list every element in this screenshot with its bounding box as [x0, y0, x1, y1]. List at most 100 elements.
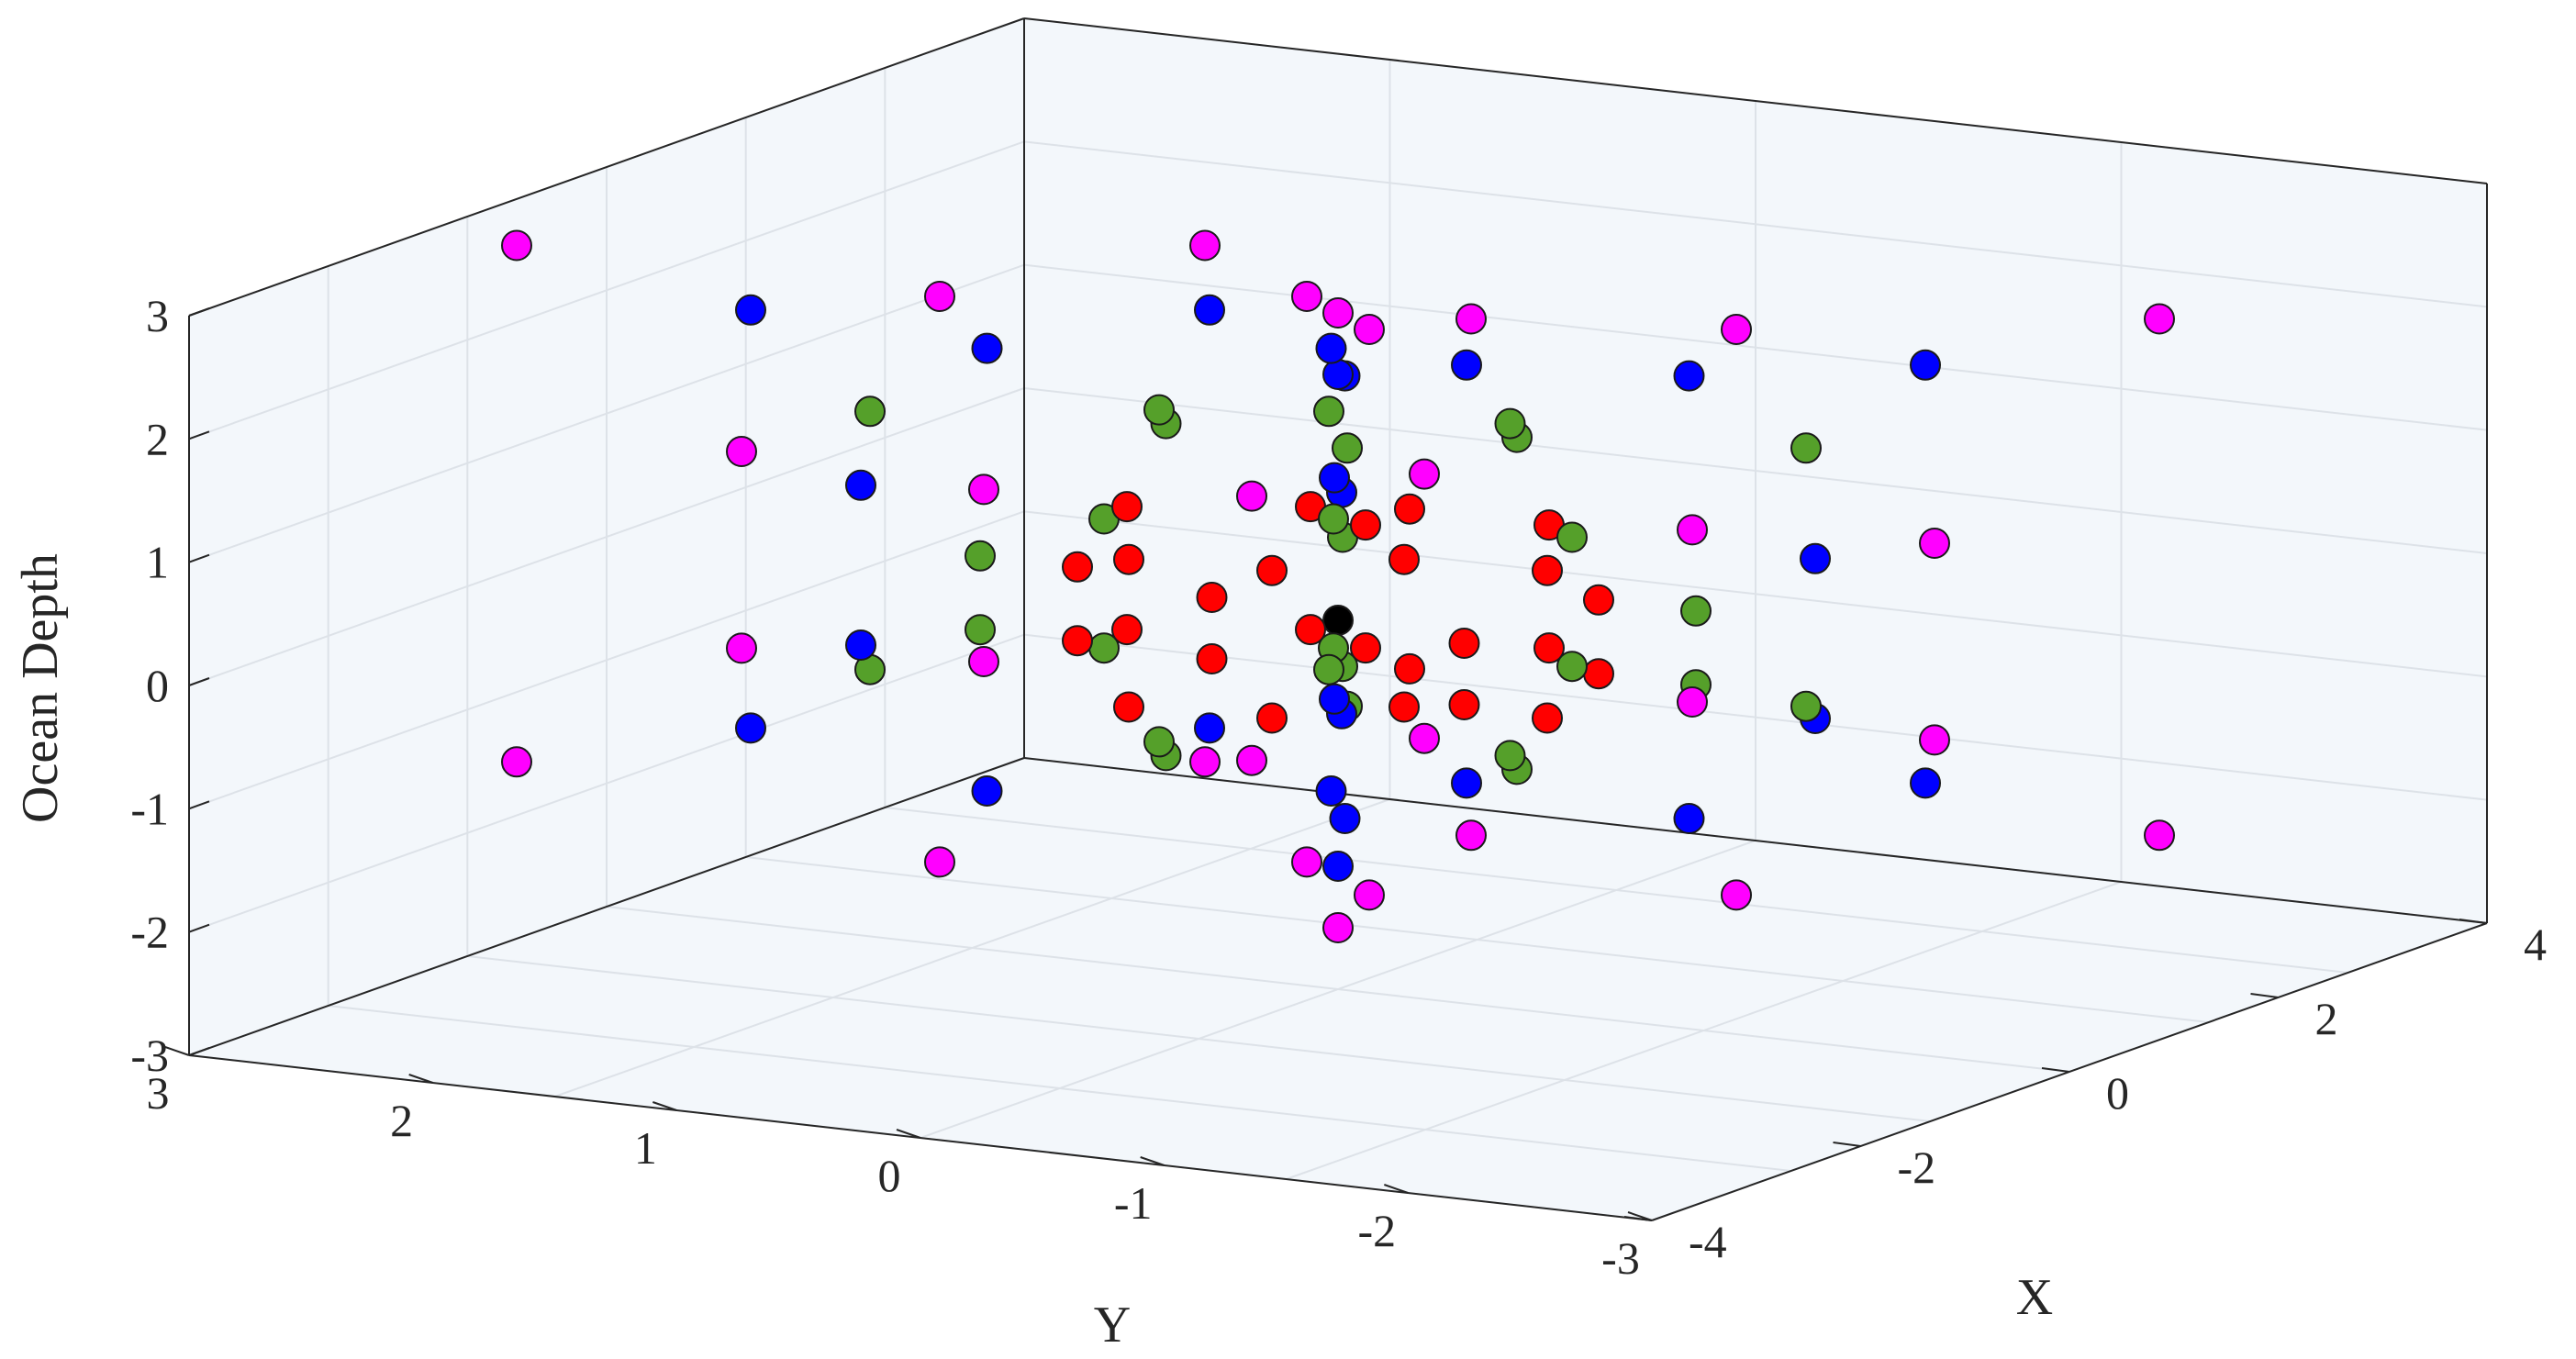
x-tick-mark	[1623, 1216, 1653, 1221]
scatter-point	[968, 646, 999, 677]
x-tick-mark	[2041, 1067, 2070, 1073]
scatter-point	[1409, 458, 1440, 490]
scatter-point	[1721, 314, 1752, 345]
scatter-point	[1910, 767, 1941, 799]
grid-line-z-back	[1023, 263, 2488, 431]
scatter-point	[1236, 744, 1267, 776]
z-tick-label: -3	[130, 1030, 169, 1081]
scatter-point	[1919, 528, 1950, 559]
scatter-point	[2144, 303, 2175, 335]
scatter-point	[735, 294, 766, 326]
grid-line-y-floor	[328, 1005, 1791, 1172]
z-tick-label: -2	[130, 907, 169, 958]
scatter-point	[1790, 690, 1822, 722]
scatter-point	[1319, 462, 1350, 494]
x-axis-title: X	[2016, 1269, 2053, 1326]
scatter-point	[1318, 503, 1349, 535]
scatter-point	[501, 746, 532, 778]
scatter-point	[1394, 493, 1425, 525]
x-tick-label: -4	[1689, 1216, 1727, 1267]
scatter-point	[1113, 543, 1144, 575]
scatter-point	[1322, 912, 1354, 943]
scatter-point	[1354, 314, 1385, 345]
z-tick-label: -1	[130, 783, 169, 834]
scatter-point	[1455, 819, 1487, 852]
scatter-point	[1455, 303, 1487, 335]
scatter-point	[1354, 879, 1385, 911]
scatter-point	[1677, 686, 1708, 718]
scatter-point	[1189, 229, 1221, 262]
frame-back-top	[1023, 17, 2488, 184]
scatter-point	[726, 436, 757, 467]
y-tick-mark	[408, 1074, 433, 1084]
x-tick-label: 2	[2315, 993, 2338, 1044]
y-tick-label: -1	[1114, 1177, 1153, 1229]
grid-line-z-side	[188, 387, 1025, 686]
y-tick-label: -3	[1601, 1232, 1640, 1284]
z-tick-mark	[188, 430, 210, 440]
frame-floor-side	[188, 757, 1025, 1056]
scatter-point	[1350, 632, 1381, 664]
scatter-point	[1451, 349, 1482, 381]
y-tick-label: 2	[390, 1095, 413, 1146]
grid-line-z-side	[188, 510, 1025, 810]
grid-line-z-back	[1023, 510, 2488, 678]
scatter-point	[1062, 551, 1093, 583]
scatter-point	[1409, 722, 1440, 754]
data-points	[501, 229, 2175, 943]
scatter-point	[1388, 691, 1420, 723]
scatter-point	[968, 473, 999, 506]
y-tick-label: 3	[147, 1067, 170, 1119]
scatter-point	[854, 395, 886, 428]
scatter-point	[1533, 632, 1565, 664]
axis-labels: Ocean Depth Y X	[12, 553, 2053, 1353]
scatter-point	[1143, 394, 1175, 426]
scatter-point	[1680, 595, 1712, 627]
scatter-point	[1494, 740, 1526, 772]
scatter-point	[1256, 554, 1288, 586]
y-axis-title: Y	[1094, 1297, 1131, 1353]
scatter-point	[1677, 514, 1708, 546]
scatter-point	[1291, 846, 1322, 878]
y-tick-label: 0	[878, 1150, 901, 1201]
scatter-point	[1532, 702, 1563, 734]
y-tick-label: -2	[1358, 1205, 1397, 1256]
z-tick-mark	[188, 307, 210, 317]
z-tick-label: 2	[146, 413, 169, 464]
y-tick-mark	[896, 1129, 921, 1139]
scatter-point	[1448, 628, 1480, 659]
grid-line-y-floor	[745, 856, 2209, 1023]
scatter-point	[1319, 683, 1350, 715]
frame-side-top	[188, 17, 1025, 317]
scatter-point	[1315, 775, 1347, 807]
scatter-point	[1394, 652, 1425, 685]
scatter-point	[1322, 605, 1354, 636]
scatter-point	[1295, 614, 1326, 646]
x-tick-label: -2	[1898, 1142, 1936, 1193]
scatter-point	[1196, 582, 1228, 613]
frame-floor-back	[1023, 757, 2488, 924]
scatter-point	[965, 614, 996, 646]
scatter-point	[1062, 625, 1093, 657]
scatter-point	[1673, 803, 1705, 834]
x-tick-mark	[2250, 993, 2279, 998]
scatter-point	[1919, 724, 1950, 756]
scatter-point	[1388, 543, 1420, 575]
grid-line-z-back	[1023, 140, 2488, 308]
scatter-point	[1556, 651, 1588, 683]
x-tick-label: 0	[2106, 1067, 2129, 1119]
scatter-point	[726, 632, 757, 664]
scatter-point	[1451, 767, 1482, 799]
scatter-point	[1322, 359, 1354, 390]
scatter-point	[1350, 509, 1381, 541]
scatter-point	[1111, 614, 1143, 646]
scatter-point	[1532, 554, 1563, 586]
z-tick-label: 1	[146, 537, 169, 588]
scatter-point	[1196, 643, 1228, 674]
y-tick-label: 1	[634, 1122, 657, 1174]
grid-line-y-floor	[467, 955, 1931, 1122]
x-tick-mark	[2459, 919, 2488, 924]
scatter-point	[1583, 584, 1614, 616]
z-tick-mark	[188, 800, 210, 810]
